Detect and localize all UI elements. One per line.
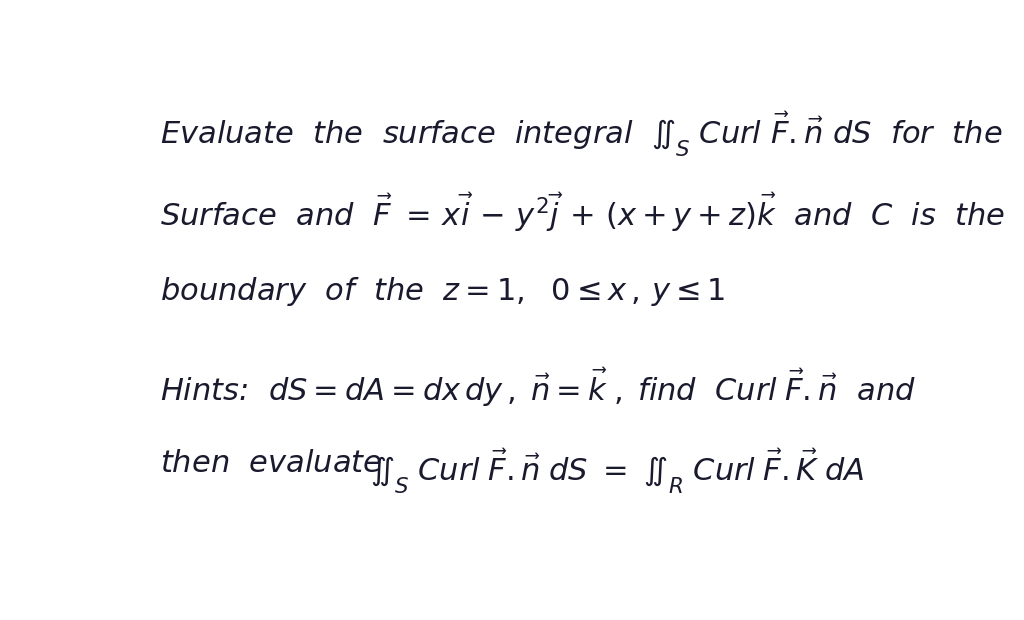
Text: $\mathit{Hints}$:  $\mathit{dS}=\mathit{dA}=\mathit{dx}\,\mathit{dy}\,,\;\vec{n}: $\mathit{Hints}$: $\mathit{dS}=\mathit{d…: [160, 366, 915, 409]
Text: $\iint_S$ $\mathit{Curl}\;\vec{F}.\vec{n}\;\mathit{dS}$ $=$ $\iint_R$ $\mathit{C: $\iint_S$ $\mathit{Curl}\;\vec{F}.\vec{n…: [370, 446, 864, 495]
Text: $\mathit{Evaluate}$  $\mathit{the}$  $\mathit{surface}$  $\mathit{integral}$  $\: $\mathit{Evaluate}$ $\mathit{the}$ $\mat…: [160, 109, 1002, 159]
Text: $\mathit{then}$  $\mathit{evaluate}$: $\mathit{then}$ $\mathit{evaluate}$: [160, 449, 382, 478]
Text: $\mathit{boundary}$  $\mathit{of}$  $\mathit{the}$  $z=1,$  $0\leq x\,,\,y\leq 1: $\mathit{boundary}$ $\mathit{of}$ $\math…: [160, 275, 725, 308]
Text: $\mathit{Surface}$  $\mathit{and}$  $\vec{F}$ $=\,x\vec{i}\,-\,y^2\vec{j}\,+\,(x: $\mathit{Surface}$ $\mathit{and}$ $\vec{…: [160, 192, 1005, 234]
